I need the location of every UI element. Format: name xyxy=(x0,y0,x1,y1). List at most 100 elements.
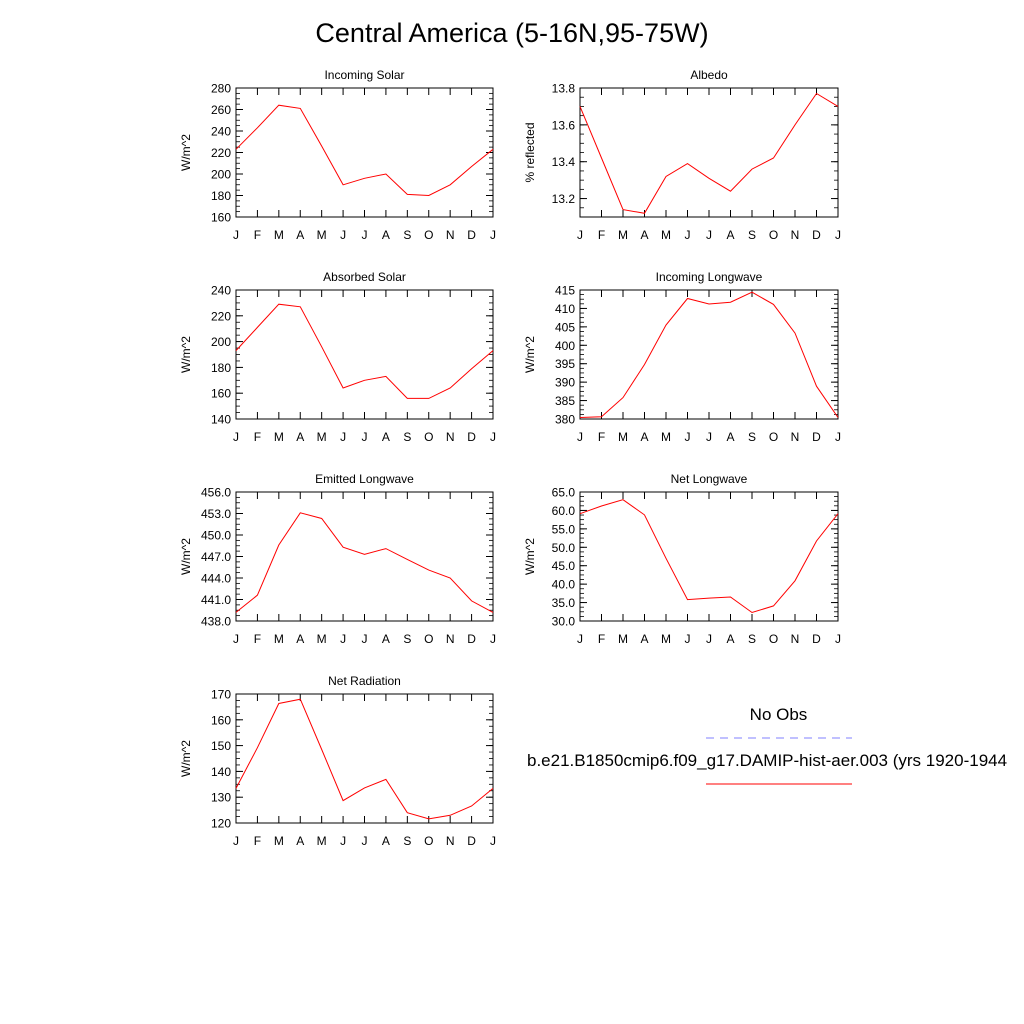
panel-7-ytick-label: 160 xyxy=(211,713,231,727)
panel-4-ytick-label: 415 xyxy=(555,284,575,298)
panel-3-xtick-label: J xyxy=(490,430,496,444)
panel-7-ytick-label: 130 xyxy=(211,791,231,805)
panel-3-ytick-label: 240 xyxy=(211,284,231,298)
panel-4-xtick-label: D xyxy=(812,430,821,444)
panel-2-xtick-label: S xyxy=(748,228,756,242)
panel-2-xtick-label: M xyxy=(618,228,628,242)
panel-7-ytick-label: 140 xyxy=(211,765,231,779)
panel-1-ytick-label: 240 xyxy=(211,125,231,139)
panel-3-xtick-label: A xyxy=(296,430,304,444)
panel-3-title: Absorbed Solar xyxy=(323,270,406,284)
panel-3-xtick-label: A xyxy=(382,430,390,444)
panel-6-xtick-label: F xyxy=(598,632,605,646)
panel-4-xtick-label: A xyxy=(640,430,648,444)
panel-3-xtick-label: J xyxy=(340,430,346,444)
panel-7-ytick-label: 170 xyxy=(211,688,231,702)
panel-1-xtick-label: M xyxy=(317,228,327,242)
panel-1-xtick-label: J xyxy=(362,228,368,242)
panel-3-ytick-label: 180 xyxy=(211,361,231,375)
panel-2-title: Albedo xyxy=(690,68,728,82)
panel-4-xtick-label: S xyxy=(748,430,756,444)
panel-3-ytick-label: 200 xyxy=(211,335,231,349)
panel-5-series-line xyxy=(235,512,494,613)
panel-4-series-line xyxy=(579,291,839,418)
panel-5-xtick-label: M xyxy=(317,632,327,646)
panel-1-ytick-label: 160 xyxy=(211,211,231,225)
panel-1-xtick-label: J xyxy=(340,228,346,242)
panel-7-ytick-label: 150 xyxy=(211,739,231,753)
panel-5-xtick-label: J xyxy=(362,632,368,646)
panel-1-xtick-label: S xyxy=(403,228,411,242)
panel-1-xtick-label: A xyxy=(296,228,304,242)
panel-4-title: Incoming Longwave xyxy=(656,270,763,284)
panel-5-xtick-label: J xyxy=(233,632,239,646)
panel-3-xtick-label: S xyxy=(403,430,411,444)
panel-5-xtick-label: D xyxy=(467,632,476,646)
panel-6-title: Net Longwave xyxy=(671,472,748,486)
panel-1-xtick-label: N xyxy=(446,228,455,242)
panel-5-xtick-label: A xyxy=(296,632,304,646)
panel-6-ytick-label: 35.0 xyxy=(552,596,576,610)
panel-5-ytick-label: 450.0 xyxy=(201,529,231,543)
panel-1-ytick-label: 220 xyxy=(211,146,231,160)
panel-3-xtick-label: O xyxy=(424,430,433,444)
panel-7-xtick-label: J xyxy=(490,834,496,848)
panel-3-series-line xyxy=(235,303,494,399)
panel-3-ytick-label: 160 xyxy=(211,387,231,401)
legend-model-label: b.e21.B1850cmip6.f09_g17.DAMIP-hist-aer.… xyxy=(527,751,1008,770)
panel-7-xtick-label: M xyxy=(274,834,284,848)
panel-7-xtick-label: N xyxy=(446,834,455,848)
panel-1-xtick-label: J xyxy=(233,228,239,242)
panel-3-xtick-label: M xyxy=(317,430,327,444)
panel-4-ytick-label: 400 xyxy=(555,339,575,353)
panel-1-ylabel: W/m^2 xyxy=(179,134,193,171)
panel-2-xtick-label: A xyxy=(726,228,734,242)
panel-5-ytick-label: 447.0 xyxy=(201,550,231,564)
panel-1-ytick-label: 280 xyxy=(211,82,231,96)
panel-2-xtick-label: A xyxy=(640,228,648,242)
main-title: Central America (5-16N,95-75W) xyxy=(315,18,709,48)
panel-6-ytick-label: 50.0 xyxy=(552,541,576,555)
panel-4-frame xyxy=(579,289,839,420)
panel-6-xtick-label: N xyxy=(791,632,800,646)
panel-6-xtick-label: J xyxy=(706,632,712,646)
panel-2-xtick-label: O xyxy=(769,228,778,242)
panel-3-xtick-label: F xyxy=(254,430,261,444)
panel-6-ytick-label: 30.0 xyxy=(552,615,576,629)
panel-1-title: Incoming Solar xyxy=(324,68,404,82)
panel-7-ytick-label: 120 xyxy=(211,817,231,831)
panel-6-xtick-label: A xyxy=(640,632,648,646)
panel-5-xtick-label: O xyxy=(424,632,433,646)
panel-2-xtick-label: J xyxy=(577,228,583,242)
panel-5-ytick-label: 438.0 xyxy=(201,615,231,629)
panel-3-xtick-label: J xyxy=(362,430,368,444)
panel-2-xtick-label: J xyxy=(706,228,712,242)
panel-7-xtick-label: J xyxy=(362,834,368,848)
panel-6-frame xyxy=(579,491,839,622)
panel-5-ylabel: W/m^2 xyxy=(179,538,193,575)
panel-4-ylabel: W/m^2 xyxy=(523,336,537,373)
panel-4-xtick-label: M xyxy=(618,430,628,444)
panel-3-ytick-label: 140 xyxy=(211,413,231,427)
panel-5-xtick-label: N xyxy=(446,632,455,646)
panel-4-xtick-label: F xyxy=(598,430,605,444)
panel-6-xtick-label: J xyxy=(685,632,691,646)
panel-3-xtick-label: M xyxy=(274,430,284,444)
panel-2-frame xyxy=(579,87,839,218)
panel-6-ytick-label: 45.0 xyxy=(552,559,576,573)
panel-4-ytick-label: 410 xyxy=(555,302,575,316)
panel-3-ylabel: W/m^2 xyxy=(179,336,193,373)
panel-2-ylabel: % reflected xyxy=(523,122,537,182)
panel-7-xtick-label: J xyxy=(233,834,239,848)
panel-1-xtick-label: D xyxy=(467,228,476,242)
panel-6-ylabel: W/m^2 xyxy=(523,538,537,575)
panel-7-xtick-label: F xyxy=(254,834,261,848)
panel-7-xtick-label: A xyxy=(296,834,304,848)
panel-2-xtick-label: N xyxy=(791,228,800,242)
panel-6-ytick-label: 60.0 xyxy=(552,504,576,518)
panel-1-xtick-label: M xyxy=(274,228,284,242)
panel-2-xtick-label: J xyxy=(685,228,691,242)
panel-1-frame xyxy=(235,87,494,218)
panel-4-ytick-label: 395 xyxy=(555,357,575,371)
